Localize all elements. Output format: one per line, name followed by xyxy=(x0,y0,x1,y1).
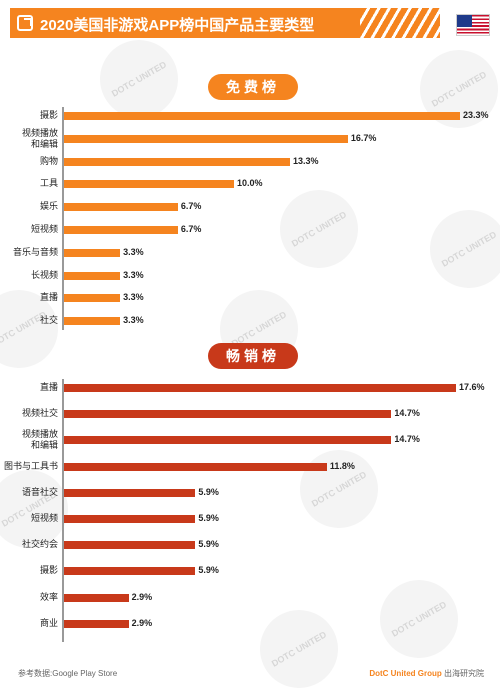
value-label: 6.7% xyxy=(180,224,202,234)
brand-name: DotC United Group xyxy=(369,669,442,678)
value-label: 23.3% xyxy=(463,110,489,120)
bar xyxy=(64,619,129,628)
category-label: 音乐与音频 xyxy=(12,246,58,257)
bar xyxy=(64,157,291,166)
bar xyxy=(64,436,392,445)
value-label: 3.3% xyxy=(123,292,144,303)
header-stripes xyxy=(360,8,440,38)
category-label: 视频播放 和编辑 xyxy=(21,429,58,451)
bar xyxy=(64,180,234,189)
category-label: 视频播放 和编辑 xyxy=(21,127,58,149)
category-label: 视频社交 xyxy=(21,408,58,419)
grossing-chart-title: 畅销榜 xyxy=(208,343,298,369)
category-label: 语音社交 xyxy=(21,486,58,497)
category-label: 摄影 xyxy=(39,110,58,120)
us-flag-icon xyxy=(456,14,490,36)
category-label: 社交 xyxy=(39,315,58,326)
header: 2020美国非游戏APP榜中国产品主要类型 xyxy=(0,6,500,42)
value-label: 2.9% xyxy=(131,617,153,628)
institute-name: 出海研究院 xyxy=(441,669,484,678)
bar xyxy=(64,515,196,523)
value-label: 5.9% xyxy=(198,565,219,576)
value-label: 11.8% xyxy=(329,460,355,471)
bar xyxy=(64,462,327,471)
value-label: 3.3% xyxy=(123,246,144,257)
category-label: 社交约会 xyxy=(21,539,58,550)
bar xyxy=(64,203,178,212)
bar xyxy=(64,294,121,303)
value-label: 10.0% xyxy=(236,178,263,189)
value-label: 3.3% xyxy=(123,269,144,280)
category-label: 娱乐 xyxy=(39,201,58,212)
bar xyxy=(64,134,348,143)
bar xyxy=(64,567,196,576)
value-label: 17.6% xyxy=(459,382,485,392)
bar xyxy=(64,317,121,326)
category-label: 短视频 xyxy=(30,513,58,523)
bar xyxy=(64,593,129,602)
category-label: 购物 xyxy=(39,155,58,166)
bar xyxy=(64,112,460,120)
category-label: 短视频 xyxy=(30,224,58,234)
bar xyxy=(64,248,121,257)
category-label: 摄影 xyxy=(39,565,58,576)
bar xyxy=(64,226,178,234)
value-label: 6.7% xyxy=(180,201,202,212)
category-label: 工具 xyxy=(39,178,58,189)
header-bar xyxy=(10,8,390,38)
footer-credit: DotC United Group 出海研究院 xyxy=(369,668,484,679)
value-label: 5.9% xyxy=(198,513,219,523)
value-label: 16.7% xyxy=(350,132,377,143)
category-label: 效率 xyxy=(39,591,58,602)
value-label: 5.9% xyxy=(198,539,219,550)
bar xyxy=(64,410,392,419)
chart-axis xyxy=(62,107,64,330)
category-label: 商业 xyxy=(39,617,58,628)
free-chart-title: 免费榜 xyxy=(208,74,298,100)
category-label: 图书与工具书 xyxy=(3,460,58,471)
category-label: 直播 xyxy=(39,292,58,303)
bar xyxy=(64,271,121,280)
value-label: 5.9% xyxy=(198,486,219,497)
page-title: 2020美国非游戏APP榜中国产品主要类型 xyxy=(40,17,315,34)
value-label: 14.7% xyxy=(394,408,420,419)
category-label: 直播 xyxy=(39,382,58,392)
grossing-chart: 直播 17.6% 视频社交 14.7% 视频播放 和编辑 14.7% 图书与工具书 11.8% 语… xyxy=(0,379,500,642)
bar xyxy=(64,384,456,392)
value-label: 13.3% xyxy=(293,155,319,166)
bar xyxy=(64,541,196,550)
data-source: 参考数据:Google Play Store xyxy=(18,669,118,678)
chart-axis xyxy=(62,379,64,642)
value-label: 2.9% xyxy=(131,591,153,602)
value-label: 14.7% xyxy=(394,434,420,445)
share-icon xyxy=(17,15,33,31)
value-label: 3.3% xyxy=(123,315,144,326)
free-chart: 摄影 23.3% 视频播放 和编辑 16.7% 购物 13.3% 工具 10.0% 娱乐 6.7% 短… xyxy=(0,107,500,330)
category-label: 长视频 xyxy=(30,269,58,280)
bar xyxy=(64,488,196,497)
